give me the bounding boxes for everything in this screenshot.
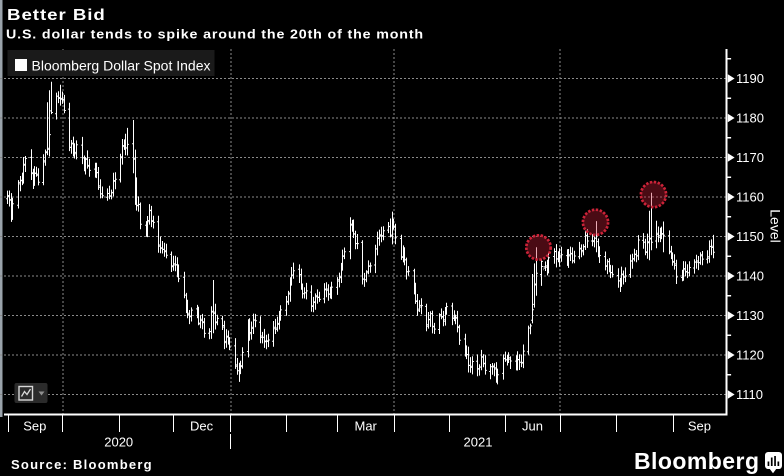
svg-text:1190: 1190 <box>736 71 764 86</box>
svg-text:Sep: Sep <box>23 419 46 434</box>
svg-text:Dec: Dec <box>190 419 214 434</box>
svg-text:Bloomberg: Bloomberg <box>634 448 759 474</box>
svg-text:1120: 1120 <box>736 348 764 363</box>
svg-text:Bloomberg Dollar Spot Index: Bloomberg Dollar Spot Index <box>32 58 211 74</box>
svg-text:Mar: Mar <box>355 419 378 434</box>
svg-text:Sep: Sep <box>688 419 711 434</box>
svg-text:Jun: Jun <box>522 419 543 434</box>
svg-text:Better Bid: Better Bid <box>7 5 106 23</box>
svg-text:1160: 1160 <box>736 190 764 205</box>
svg-text:1130: 1130 <box>736 308 764 323</box>
svg-text:Source: Bloomberg: Source: Bloomberg <box>11 457 153 472</box>
svg-text:U.S. dollar tends to spike aro: U.S. dollar tends to spike around the 20… <box>6 27 424 41</box>
svg-text:2021: 2021 <box>464 435 493 450</box>
svg-text:1180: 1180 <box>736 111 764 126</box>
svg-text:1150: 1150 <box>736 229 764 244</box>
svg-text:Level: Level <box>768 209 784 242</box>
svg-text:1170: 1170 <box>736 150 764 165</box>
svg-text:1110: 1110 <box>736 387 763 402</box>
svg-text:1140: 1140 <box>736 269 764 284</box>
svg-text:2020: 2020 <box>104 435 133 450</box>
